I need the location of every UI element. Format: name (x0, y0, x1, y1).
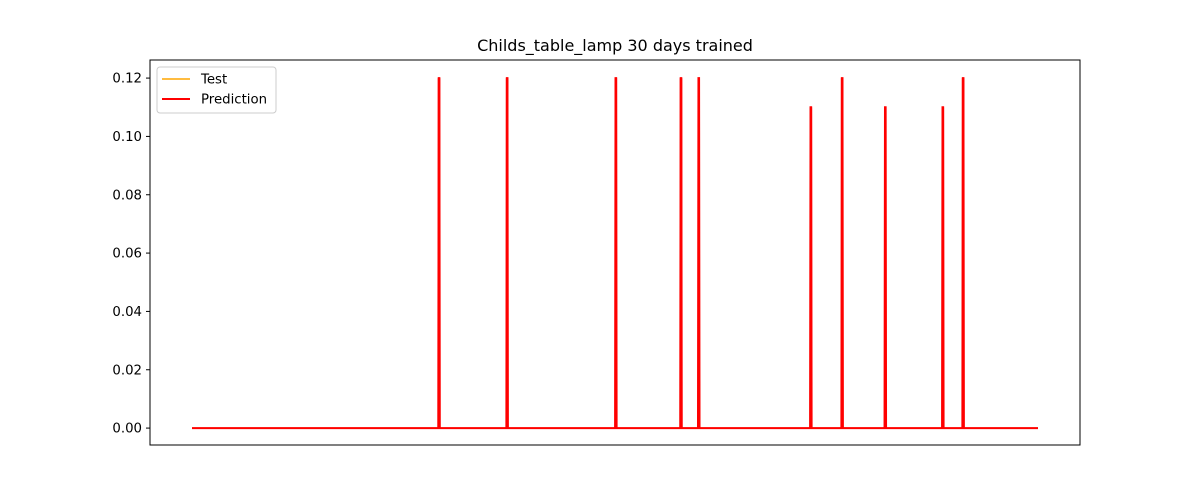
y-tick-label: 0.12 (112, 72, 142, 87)
chart-title: Childs_table_lamp 30 days trained (477, 36, 753, 56)
plot-frame (149, 59, 1081, 446)
y-tick-label: 0.04 (112, 305, 142, 320)
y-tick-label: 0.08 (112, 188, 142, 203)
legend-label: Test (200, 73, 227, 88)
legend-label: Prediction (201, 93, 267, 108)
y-tick-label: 0.10 (112, 130, 142, 145)
y-axis: 0.00 0.02 0.04 0.06 0.08 0.10 0.12 (112, 72, 150, 437)
y-tick-label: 0.02 (112, 363, 142, 378)
y-tick-label: 0.00 (112, 422, 142, 437)
y-tick-label: 0.06 (112, 247, 142, 262)
series-layer (192, 77, 1038, 430)
legend: Test Prediction (156, 66, 277, 114)
